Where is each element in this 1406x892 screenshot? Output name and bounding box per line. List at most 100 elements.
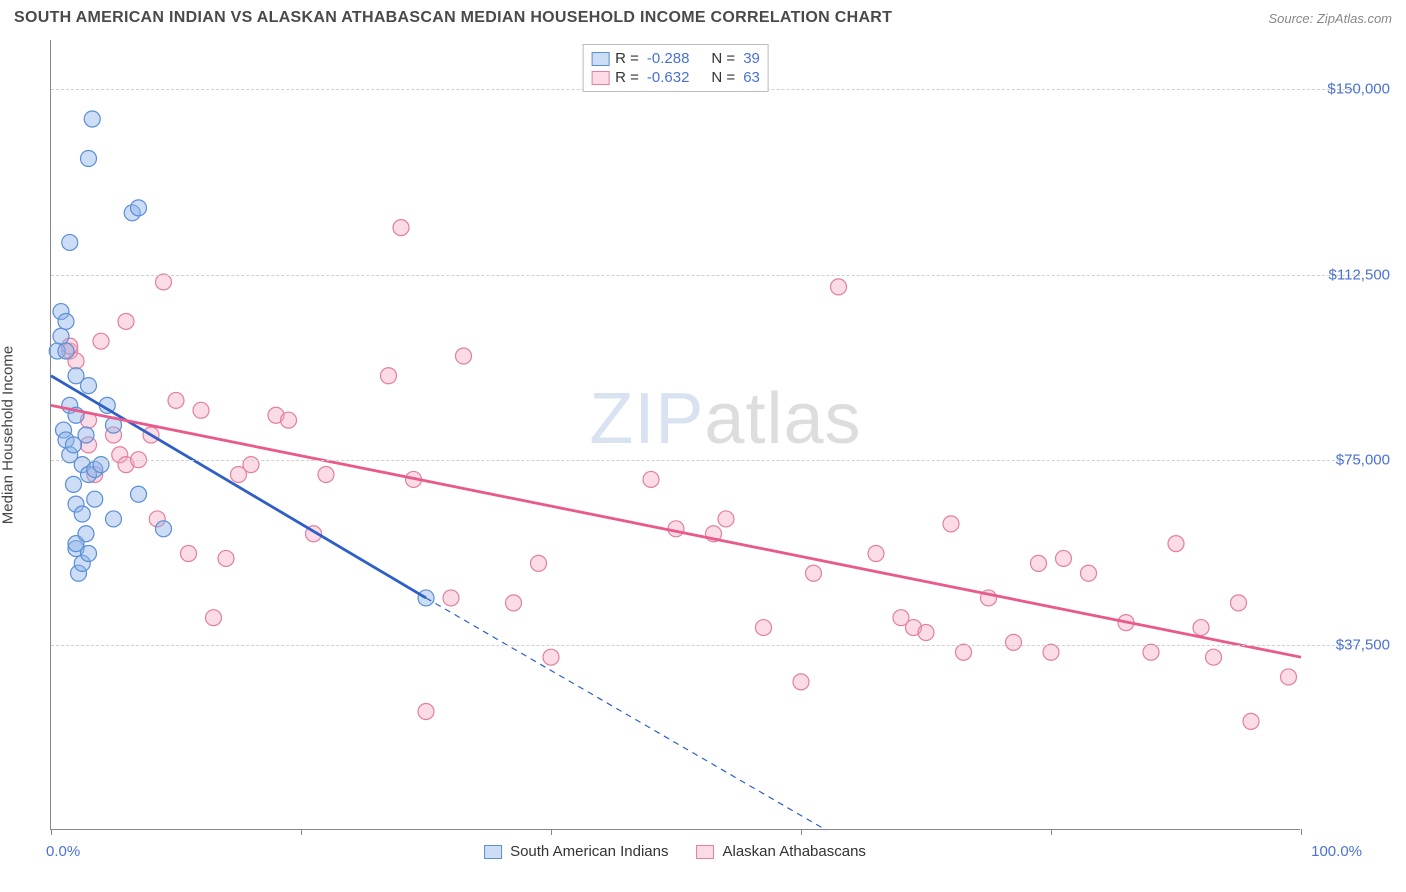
scatter-point [1281, 669, 1297, 685]
x-axis-max-label: 100.0% [1311, 843, 1362, 860]
swatch-bottom-series-0 [484, 845, 502, 859]
scatter-point [93, 333, 109, 349]
scatter-point [956, 644, 972, 660]
scatter-point [1043, 644, 1059, 660]
scatter-point [131, 200, 147, 216]
scatter-point [118, 313, 134, 329]
grid-line [51, 275, 1360, 276]
svg-layer [51, 40, 1301, 830]
scatter-point [1031, 555, 1047, 571]
scatter-point [62, 234, 78, 250]
scatter-point [381, 368, 397, 384]
scatter-point [168, 392, 184, 408]
scatter-point [943, 516, 959, 532]
scatter-point [1231, 595, 1247, 611]
legend-label-series-0: South American Indians [510, 843, 668, 860]
regression-line [51, 405, 1301, 657]
scatter-point [1056, 550, 1072, 566]
swatch-bottom-series-1 [697, 845, 715, 859]
scatter-point [193, 402, 209, 418]
grid-line [51, 460, 1360, 461]
x-tick [1051, 829, 1052, 835]
scatter-point [643, 471, 659, 487]
scatter-point [281, 412, 297, 428]
scatter-point [58, 313, 74, 329]
scatter-point [793, 674, 809, 690]
regression-line [51, 376, 426, 598]
scatter-point [1006, 634, 1022, 650]
legend-bottom: South American Indians Alaskan Athabasca… [484, 843, 866, 860]
scatter-point [58, 343, 74, 359]
y-tick-label: $37,500 [1310, 636, 1390, 653]
n-label: N = [711, 69, 735, 86]
x-tick [301, 829, 302, 835]
scatter-point [393, 220, 409, 236]
scatter-point [181, 546, 197, 562]
scatter-point [156, 521, 172, 537]
scatter-point [806, 565, 822, 581]
scatter-point [156, 274, 172, 290]
y-tick-label: $75,000 [1310, 451, 1390, 468]
y-tick-label: $150,000 [1310, 81, 1390, 98]
grid-line [51, 645, 1360, 646]
n-value-series-1: 63 [743, 69, 760, 86]
scatter-point [456, 348, 472, 364]
swatch-series-0 [591, 52, 609, 66]
scatter-point [543, 649, 559, 665]
x-tick [801, 829, 802, 835]
chart-container: SOUTH AMERICAN INDIAN VS ALASKAN ATHABAS… [0, 0, 1406, 892]
scatter-point [1168, 536, 1184, 552]
n-value-series-0: 39 [743, 50, 760, 67]
legend-label-series-1: Alaskan Athabascans [723, 843, 866, 860]
y-tick-label: $112,500 [1310, 266, 1390, 283]
scatter-point [1243, 713, 1259, 729]
legend-row-series-0: R = -0.288 N = 39 [591, 49, 760, 68]
title-bar: SOUTH AMERICAN INDIAN VS ALASKAN ATHABAS… [0, 0, 1406, 36]
scatter-point [78, 427, 94, 443]
scatter-point [831, 279, 847, 295]
scatter-point [53, 328, 69, 344]
swatch-series-1 [591, 71, 609, 85]
scatter-point [218, 550, 234, 566]
legend-item-series-0: South American Indians [484, 843, 668, 860]
scatter-point [318, 467, 334, 483]
chart-title: SOUTH AMERICAN INDIAN VS ALASKAN ATHABAS… [14, 9, 892, 27]
scatter-point [418, 704, 434, 720]
scatter-point [78, 526, 94, 542]
scatter-point [868, 546, 884, 562]
scatter-point [1081, 565, 1097, 581]
legend-item-series-1: Alaskan Athabascans [697, 843, 866, 860]
x-axis-min-label: 0.0% [46, 843, 80, 860]
x-tick [551, 829, 552, 835]
x-tick [51, 829, 52, 835]
source-label: Source: ZipAtlas.com [1268, 11, 1392, 26]
scatter-point [1143, 644, 1159, 660]
plot-area: ZIPatlas R = -0.288 N = 39 R = -0.632 [50, 40, 1300, 830]
scatter-point [87, 491, 103, 507]
scatter-point [84, 111, 100, 127]
scatter-point [74, 506, 90, 522]
scatter-point [918, 625, 934, 641]
scatter-point [756, 620, 772, 636]
legend-correlation-box: R = -0.288 N = 39 R = -0.632 N = 63 [582, 44, 769, 92]
r-label: R = [615, 50, 639, 67]
x-tick [1301, 829, 1302, 835]
scatter-point [506, 595, 522, 611]
r-value-series-1: -0.632 [647, 69, 690, 86]
y-axis-title: Median Household Income [0, 346, 17, 524]
scatter-point [81, 151, 97, 167]
legend-row-series-1: R = -0.632 N = 63 [591, 68, 760, 87]
scatter-point [718, 511, 734, 527]
scatter-point [1206, 649, 1222, 665]
scatter-point [66, 476, 82, 492]
n-label: N = [711, 50, 735, 67]
r-label: R = [615, 69, 639, 86]
plot-wrap: Median Household Income ZIPatlas R = -0.… [50, 40, 1300, 830]
scatter-point [531, 555, 547, 571]
scatter-point [131, 486, 147, 502]
r-value-series-0: -0.288 [647, 50, 690, 67]
scatter-point [1193, 620, 1209, 636]
scatter-point [106, 511, 122, 527]
scatter-point [443, 590, 459, 606]
scatter-point [81, 546, 97, 562]
